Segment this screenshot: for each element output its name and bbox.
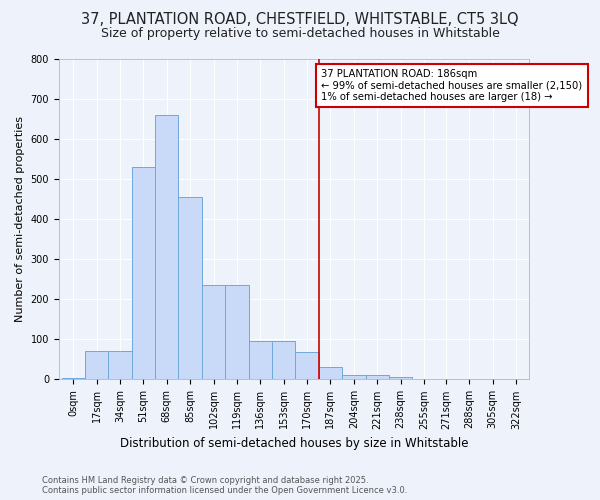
Bar xyxy=(319,366,342,380)
Bar xyxy=(295,352,319,380)
Bar xyxy=(225,284,248,380)
X-axis label: Distribution of semi-detached houses by size in Whitstable: Distribution of semi-detached houses by … xyxy=(120,437,468,450)
Bar xyxy=(202,284,225,380)
Bar xyxy=(412,378,436,380)
Bar xyxy=(108,350,131,380)
Bar xyxy=(389,378,412,380)
Bar xyxy=(178,197,202,380)
Text: Size of property relative to semi-detached houses in Whitstable: Size of property relative to semi-detach… xyxy=(101,28,499,40)
Text: Contains HM Land Registry data © Crown copyright and database right 2025.
Contai: Contains HM Land Registry data © Crown c… xyxy=(42,476,407,495)
Y-axis label: Number of semi-detached properties: Number of semi-detached properties xyxy=(15,116,25,322)
Bar xyxy=(62,378,85,380)
Bar xyxy=(272,342,295,380)
Bar xyxy=(155,115,178,380)
Bar xyxy=(131,167,155,380)
Bar xyxy=(365,376,389,380)
Bar xyxy=(248,342,272,380)
Bar xyxy=(85,350,108,380)
Text: 37, PLANTATION ROAD, CHESTFIELD, WHITSTABLE, CT5 3LQ: 37, PLANTATION ROAD, CHESTFIELD, WHITSTA… xyxy=(81,12,519,28)
Bar xyxy=(342,376,365,380)
Text: 37 PLANTATION ROAD: 186sqm
← 99% of semi-detached houses are smaller (2,150)
1% : 37 PLANTATION ROAD: 186sqm ← 99% of semi… xyxy=(322,69,583,102)
